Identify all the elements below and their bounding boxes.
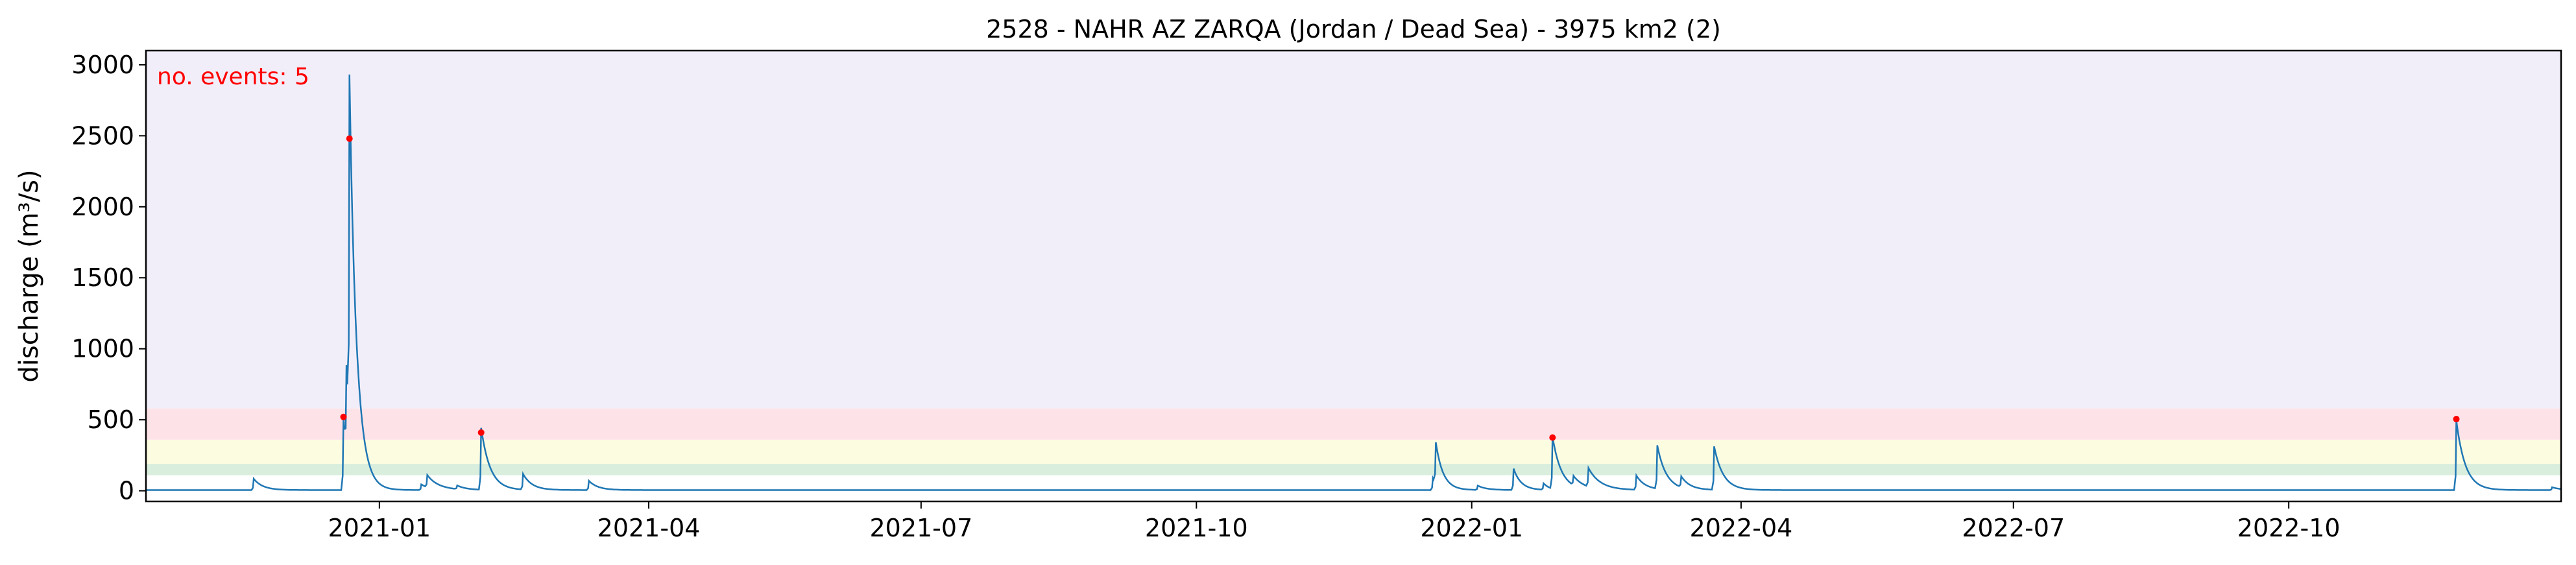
x-tick-label: 2022-07 [1962,514,2065,542]
plot-frame [145,49,2562,503]
event-marker [2453,416,2460,423]
y-tick-label: 1000 [71,335,134,363]
y-tick-label: 0 [119,477,134,505]
y-tick-label: 500 [87,405,134,434]
event-marker [340,413,347,420]
x-tick-label: 2021-07 [869,514,972,542]
event-marker [346,135,353,142]
y-tick-label: 2000 [71,193,134,221]
x-tick-label: 2021-10 [1145,514,1248,542]
y-axis: 0 500 1000 1500 2000 2500 3000 [71,51,146,505]
y-axis-label: discharge (m³/s) [14,169,44,382]
x-tick-label: 2021-01 [328,514,431,542]
discharge-series [146,74,2562,491]
x-tick-label: 2022-10 [2237,514,2341,542]
threshold-band-3 [146,51,2561,409]
event-marker [477,429,485,436]
discharge-line [146,74,2562,491]
threshold-band-2 [146,408,2561,440]
threshold-band-0 [146,463,2561,475]
x-tick-label: 2022-01 [1420,514,1523,542]
y-tick-label: 3000 [71,51,134,79]
chart-title: 2528 - NAHR AZ ZARQA (Jordan / Dead Sea)… [986,15,1721,43]
events-count-annotation: no. events: 5 [157,64,309,90]
event-markers [340,135,2460,441]
event-marker [1549,434,1556,441]
threshold-band-1 [146,439,2561,464]
x-tick-label: 2021-04 [597,514,701,542]
y-tick-label: 2500 [71,121,134,150]
x-axis: 2021-01 2021-04 2021-07 2021-10 2022-01 2022-… [328,501,2341,542]
threshold-bands [146,51,2561,475]
x-tick-label: 2022-04 [1690,514,1793,542]
y-tick-label: 1500 [71,263,134,292]
